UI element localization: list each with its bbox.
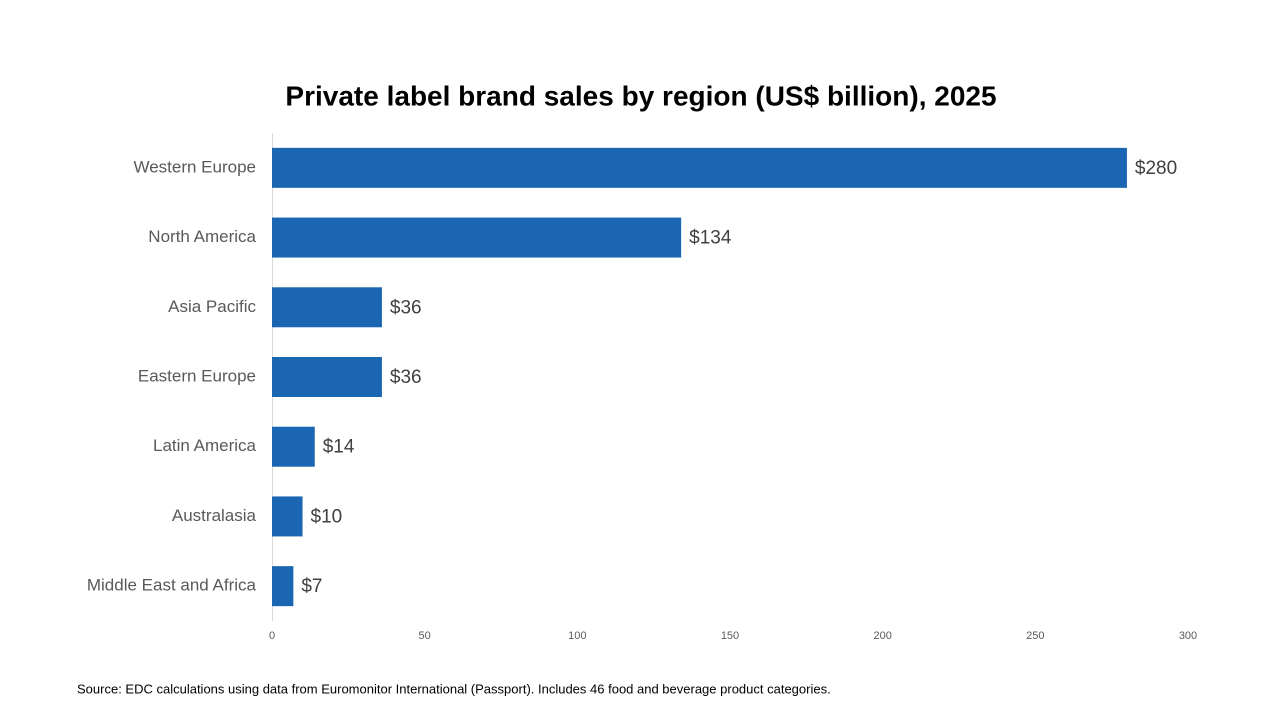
y-tick-label: Middle East and Africa — [87, 576, 257, 595]
x-tick-label: 0 — [269, 630, 275, 642]
bar — [272, 147, 1127, 188]
x-tick-label: 300 — [1179, 630, 1197, 642]
y-tick-label: Western Europe — [133, 157, 256, 176]
bar — [272, 217, 682, 258]
y-tick-label: Asia Pacific — [168, 297, 256, 316]
x-tick-label: 250 — [1026, 630, 1044, 642]
bar — [272, 496, 303, 537]
x-tick-label: 200 — [873, 630, 891, 642]
value-label: $280 — [1135, 158, 1177, 179]
value-label: $7 — [301, 576, 322, 597]
chart-title: Private label brand sales by region (US$… — [285, 80, 996, 111]
value-label: $14 — [323, 437, 355, 458]
bar — [272, 426, 315, 467]
value-label: $36 — [390, 367, 422, 388]
bar — [272, 566, 294, 607]
y-tick-label: Eastern Europe — [138, 366, 256, 385]
x-tick-label: 150 — [721, 630, 739, 642]
bar — [272, 357, 382, 397]
x-tick-label: 50 — [419, 630, 431, 642]
x-tick-label: 100 — [568, 630, 586, 642]
bar — [272, 287, 382, 328]
value-label: $36 — [390, 297, 422, 318]
y-tick-label: North America — [148, 227, 256, 246]
y-tick-label: Latin America — [153, 436, 257, 455]
y-tick-label: Australasia — [172, 506, 257, 525]
source-note: Source: EDC calculations using data from… — [77, 681, 831, 696]
value-label: $10 — [311, 506, 343, 527]
value-label: $134 — [689, 228, 732, 249]
